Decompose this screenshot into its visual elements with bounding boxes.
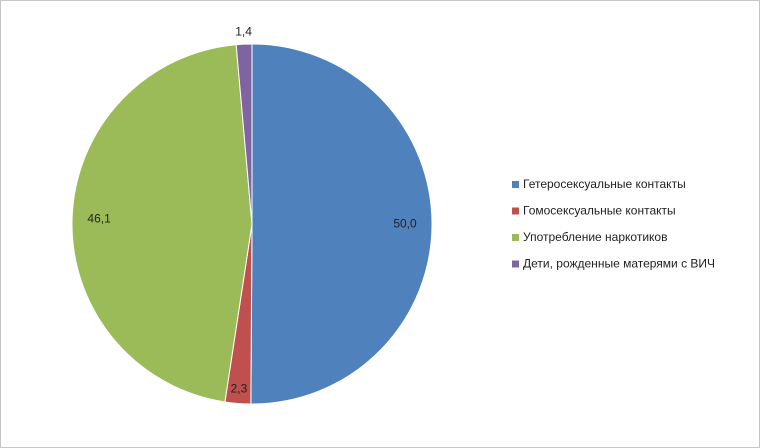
- legend-label: Употребление наркотиков: [523, 230, 667, 244]
- legend-label: Гомосексуальные контакты: [523, 204, 676, 218]
- data-label: 50,0: [393, 217, 417, 231]
- data-label: 2,3: [231, 381, 248, 395]
- data-label: 46,1: [87, 211, 111, 225]
- legend-marker: [512, 260, 519, 268]
- legend-label: Дети, рожденные матерями с ВИЧ: [523, 257, 715, 271]
- pie-slice: [235, 43, 253, 225]
- pie-slice: [250, 43, 433, 405]
- data-label: 1,4: [235, 24, 252, 38]
- legend-marker: [512, 234, 519, 241]
- pie-slice: [71, 44, 253, 403]
- legend-marker: [512, 207, 519, 215]
- legend-label: Гетеросексуальные контакты: [523, 177, 686, 191]
- legend-marker: [512, 181, 519, 188]
